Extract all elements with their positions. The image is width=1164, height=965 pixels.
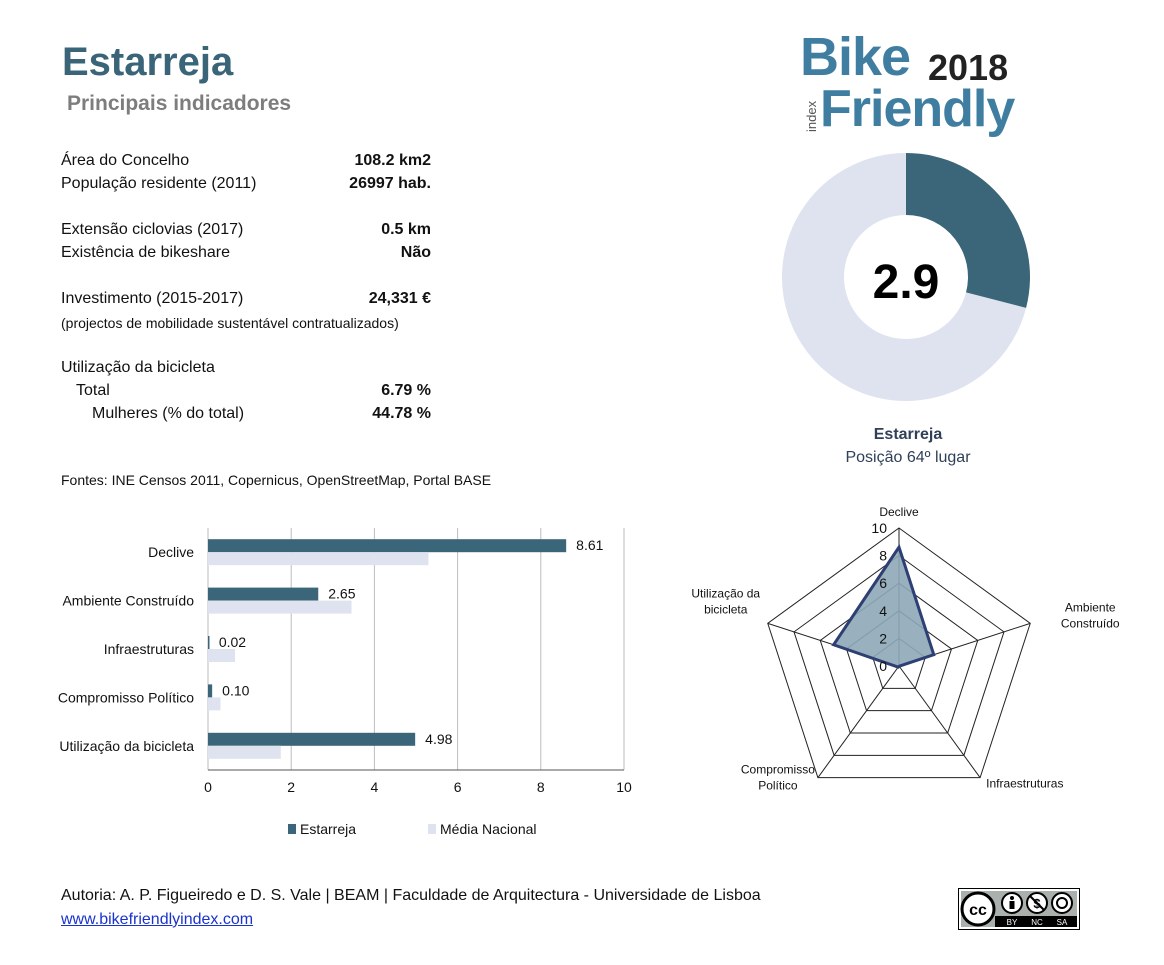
bar-x-tick-label: 4 — [371, 779, 379, 795]
footer-credits: Autoria: A. P. Figueiredo e D. S. Vale |… — [61, 887, 761, 904]
radar-axis-label: Utilização da bicicleta — [691, 586, 760, 616]
radar-tick-label: 4 — [879, 603, 887, 619]
radar-axis-label: Infraestruturas — [986, 777, 1063, 791]
cc-license-badge[interactable]: cc $ BY NC SA — [958, 888, 1080, 930]
license-by: BY — [1007, 918, 1018, 927]
logo-year: 2018 — [928, 47, 1009, 88]
bikeshare-value: Não — [400, 244, 431, 261]
score-municipality: Estarreja — [873, 426, 943, 443]
bar-estarreja — [208, 587, 319, 601]
bar-category-label: Infraestruturas — [104, 641, 194, 657]
bar-data-label: 2.65 — [328, 586, 355, 602]
bar-estarreja — [208, 636, 210, 649]
population-label: População residente (2011) — [61, 175, 257, 192]
bar-x-tick-label: 10 — [616, 779, 632, 795]
usage-women-label: Mulheres (% do total) — [92, 405, 245, 422]
license-sa: SA — [1057, 918, 1068, 927]
bar-estarreja — [208, 539, 567, 553]
radar-grid-ring — [767, 527, 1031, 779]
radar-grid-ring — [819, 582, 979, 734]
bar-category-label: Ambiente Construído — [62, 593, 194, 609]
bikeshare-label: Existência de bikeshare — [61, 244, 230, 261]
radar-spoke — [898, 665, 981, 778]
usage-total-value: 6.79 % — [381, 382, 431, 399]
cycleways-value: 0.5 km — [381, 221, 431, 238]
bar-data-label: 0.10 — [222, 682, 249, 698]
bar-category-label: Declive — [148, 544, 194, 560]
radar-tick-label: 10 — [871, 520, 887, 536]
population-value: 26997 hab. — [349, 175, 431, 192]
score-value: 2.9 — [873, 256, 940, 309]
bar-x-tick-label: 8 — [537, 779, 545, 795]
legend-label: Estarreja — [300, 821, 356, 837]
radar-tick-label: 8 — [879, 548, 887, 564]
radar-series-estarreja — [831, 543, 936, 669]
radar-axis-label: Compromisso Político — [741, 763, 815, 793]
bar-x-tick-label: 6 — [454, 779, 462, 795]
score-position: Posição 64º lugar — [845, 449, 971, 466]
legend-swatch — [428, 824, 436, 834]
investment-note: (projectos de mobilidade sustentável con… — [61, 315, 399, 331]
area-label: Área do Concelho — [61, 152, 190, 169]
usage-women-value: 44.78 % — [372, 405, 431, 422]
radar-grid-ring — [793, 554, 1005, 756]
bar-x-tick-label: 2 — [287, 779, 295, 795]
bar-media-nacional — [208, 552, 429, 566]
indicator-bar-chart: 0 2 4 6 8 10 Declive 8.61 Ambiente Construído 2.6… — [58, 528, 632, 837]
score-donut: 2.9 — [782, 153, 1030, 401]
bar-media-nacional — [208, 745, 281, 759]
bar-category-label: Utilização da bicicleta — [59, 738, 194, 754]
radar-spoke — [817, 665, 900, 778]
legend-label: Média Nacional — [440, 821, 537, 837]
license-nc: NC — [1031, 918, 1043, 927]
bar-data-label: 8.61 — [576, 537, 603, 553]
bike-friendly-logo: Bike 2018 index Friendly — [800, 28, 1038, 144]
page-subtitle: Principais indicadores — [67, 92, 292, 115]
bar-category-label: Compromisso Político — [58, 689, 194, 705]
bar-estarreja — [208, 684, 213, 698]
bar-media-nacional — [208, 649, 236, 662]
website-link[interactable]: www.bikefriendlyindex.com — [61, 911, 254, 928]
logo-index: index — [804, 100, 819, 132]
radar-tick-label: 0 — [879, 658, 887, 674]
legend-swatch — [288, 824, 296, 834]
usage-total-label: Total — [76, 382, 110, 399]
bar-data-label: 0.02 — [219, 634, 246, 650]
page-title: Estarreja — [62, 40, 234, 84]
donut-empty-arc — [782, 153, 1027, 401]
cc-text: cc — [969, 902, 987, 919]
bar-estarreja — [208, 732, 416, 746]
area-value: 108.2 km2 — [354, 152, 431, 169]
sources-note: Fontes: INE Censos 2011, Copernicus, Ope… — [61, 472, 492, 488]
logo-word-friendly: Friendly — [820, 80, 1015, 138]
bar-media-nacional — [208, 697, 221, 711]
sharealike-icon — [1051, 892, 1073, 914]
radar-tick-label: 2 — [879, 630, 887, 646]
cc-icon — [960, 891, 996, 927]
donut-filled-arc — [906, 153, 1030, 308]
investment-value: 24,331 € — [368, 290, 431, 307]
bike-usage-label: Utilização da bicicleta — [61, 359, 215, 376]
investment-label: Investimento (2015-2017) — [61, 290, 244, 307]
radar-tick-label: 6 — [879, 575, 887, 591]
bar-media-nacional — [208, 600, 352, 614]
cycleways-label: Extensão ciclovias (2017) — [61, 221, 244, 238]
radar-axis-label: Declive — [879, 505, 919, 519]
bar-data-label: 4.98 — [425, 731, 452, 747]
bar-x-tick-label: 0 — [204, 779, 212, 795]
logo-word-bike: Bike — [800, 27, 911, 87]
radar-axis-label: Ambiente Construído — [1061, 600, 1120, 630]
